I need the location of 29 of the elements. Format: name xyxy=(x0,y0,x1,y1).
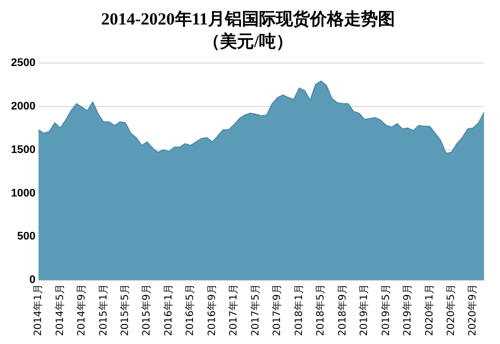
x-tick-label: 2014年9月 xyxy=(76,284,88,336)
x-tick-label: 2017年1月 xyxy=(228,284,240,336)
x-tick-label: 2014年1月 xyxy=(32,284,44,336)
x-tick-label: 2019年1月 xyxy=(358,284,370,336)
y-tick-label: 1000 xyxy=(10,187,36,200)
x-tick-label: 2015年5月 xyxy=(118,284,131,336)
x-tick-label: 2018年9月 xyxy=(336,284,348,336)
x-tick-label: 2017年5月 xyxy=(249,284,262,336)
x-tick-label: 2019年5月 xyxy=(380,284,392,336)
x-tick-label: 2020年5月 xyxy=(444,284,457,336)
y-tick-label: 2000 xyxy=(10,100,36,112)
x-tick-label: 2018年1月 xyxy=(292,284,305,336)
x-tick-label: 2017年9月 xyxy=(271,284,284,336)
x-tick-label: 2019年9月 xyxy=(402,284,414,336)
chart-title: 2014-2020年11月铝国际现货价格走势图 xyxy=(101,10,395,29)
x-tick-label: 2015年1月 xyxy=(97,284,110,336)
chart-subtitle: （美元/吨） xyxy=(203,32,293,51)
y-tick-label: 2500 xyxy=(10,56,36,69)
x-tick-label: 2016年1月 xyxy=(162,284,174,336)
x-tick-label: 2016年5月 xyxy=(184,284,196,336)
x-tick-label: 2014年5月 xyxy=(54,284,66,336)
x-tick-label: 2018年5月 xyxy=(314,284,327,336)
x-tick-label: 2020年1月 xyxy=(423,284,436,336)
y-tick-label: 500 xyxy=(17,230,36,243)
x-tick-label: 2020年9月 xyxy=(466,284,479,336)
y-tick-label: 1500 xyxy=(10,144,36,156)
x-tick-label: 2016年9月 xyxy=(206,284,218,336)
y-tick-label: 0 xyxy=(29,274,36,286)
x-tick-label: 2015年9月 xyxy=(140,284,153,336)
